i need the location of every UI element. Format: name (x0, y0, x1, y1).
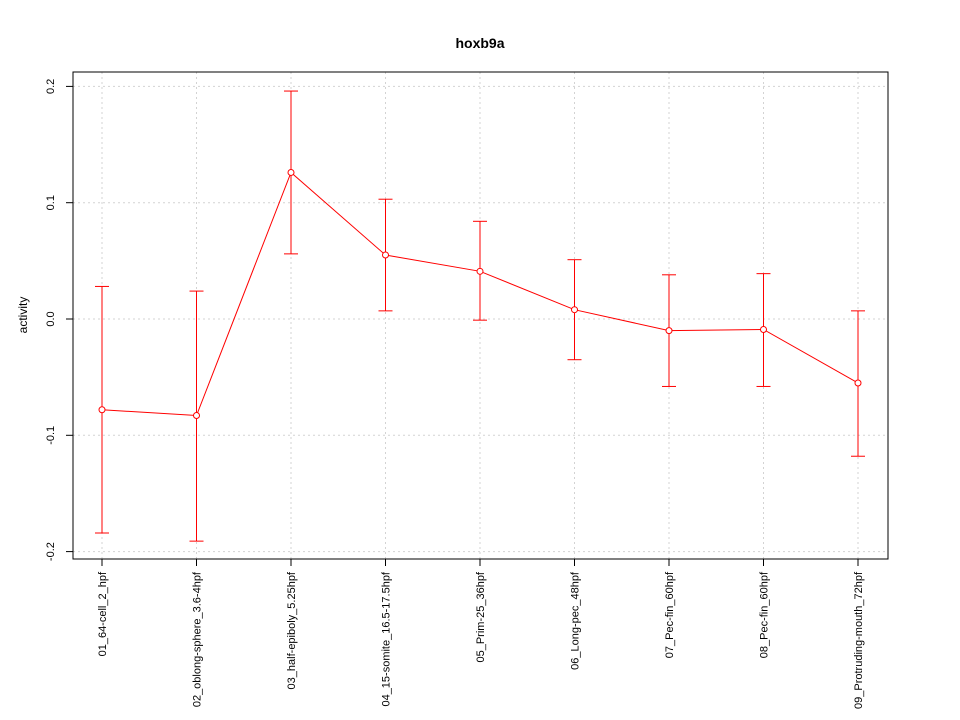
series-points (98, 168, 862, 420)
y-tick-label: 0.0 (45, 311, 57, 326)
x-tick-label: 06_Long-pec_48hpf (570, 571, 582, 670)
data-point (98, 406, 106, 414)
chart-title: hoxb9a (455, 35, 504, 51)
x-tick-label: 04_15-somite_16.5-17.5hpf (381, 571, 393, 706)
y-tick-label: 0.1 (45, 195, 57, 210)
axes: -0.2 -0.1 0.0 0.1 0.2 01_64-cell_2_hpf 02_oblo… (45, 79, 865, 709)
y-tick-label: -0.2 (45, 542, 57, 561)
y-tick-label: -0.1 (45, 426, 57, 445)
data-point (476, 267, 484, 275)
data-point (287, 168, 295, 176)
data-point (571, 306, 578, 314)
x-tick-label: 03_half-epiboly_5.25hpf (286, 571, 298, 689)
data-point (193, 412, 200, 420)
x-tick-label: 08_Pec-fin_60hpf (759, 571, 771, 658)
x-tick-label: 02_oblong-sphere_3.6-4hpf (192, 571, 204, 707)
x-tick-label: 01_64-cell_2_hpf (97, 571, 109, 656)
y-tick-label: 0.2 (45, 79, 57, 94)
data-point (382, 251, 389, 259)
x-tick-label: 05_Prim-25_36hpf (475, 571, 487, 662)
y-axis-label: activity (16, 297, 30, 334)
x-tick-label: 07_Pec-fin_60hpf (664, 571, 676, 658)
data-point (665, 327, 673, 335)
data-point (854, 379, 862, 387)
data-point (760, 325, 767, 333)
x-tick-label: 09_Protruding-mouth_72hpf (853, 571, 865, 709)
